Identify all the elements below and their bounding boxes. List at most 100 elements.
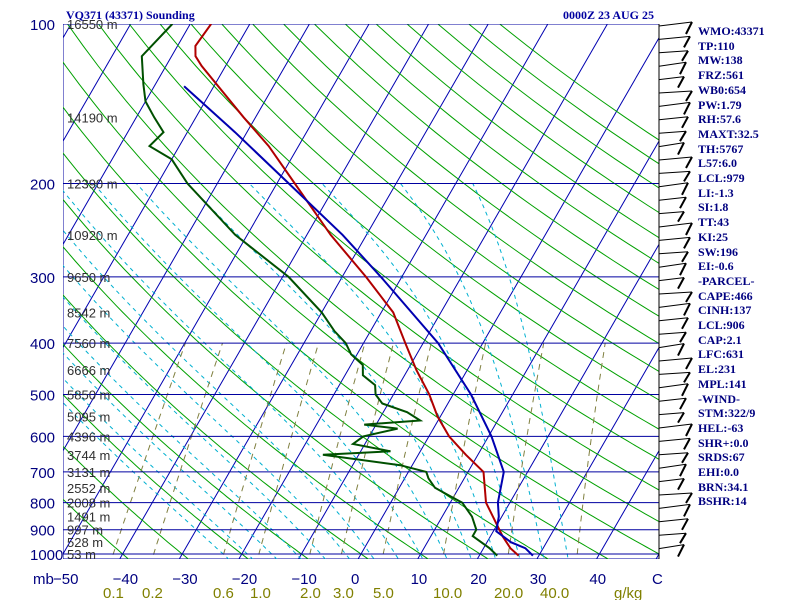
wind-barb (658, 518, 689, 523)
moist-adiabat-line (136, 183, 448, 559)
index-item: CAP:2.1 (698, 332, 742, 347)
wind-barb-flag (683, 437, 691, 450)
wind-barb-flag (681, 251, 689, 263)
wind-barb (658, 142, 685, 148)
mixing-ratio-line (111, 342, 186, 559)
wind-barb (658, 76, 685, 81)
wind-barb (658, 478, 685, 483)
height-label: 8542 m (67, 305, 110, 320)
height-label: 3744 m (67, 448, 110, 463)
temperature-tick-label: 30 (530, 571, 547, 588)
chart-subtitle: 0000Z 23 AUG 25 (563, 8, 655, 22)
wind-barb-flag (679, 61, 687, 75)
wind-barb (658, 357, 693, 362)
dry-adiabat-line (159, 24, 659, 430)
wind-barb (658, 532, 687, 536)
temperature-tick-label: −50 (53, 571, 78, 588)
wind-barb-flag (685, 492, 693, 504)
chart-title: VQ371 (43371) Sounding (66, 8, 195, 22)
dry-adiabat-line (63, 61, 659, 555)
wind-barb (658, 50, 689, 54)
mixing-ratio-label: 5.0 (373, 585, 394, 600)
pressure-tick-label: 400 (30, 336, 55, 353)
index-item: -PARCEL- (698, 273, 755, 288)
dry-adiabat-line (221, 24, 659, 373)
index-item: LFC:631 (698, 347, 744, 362)
index-item: MPL:141 (698, 376, 747, 391)
mixing-ratio-line (308, 342, 366, 559)
wind-barb-flag (677, 343, 685, 357)
wind-barb-flag (683, 101, 691, 115)
temperature-line (194, 24, 520, 557)
mixing-ratio-line (507, 343, 545, 559)
index-item: L57:6.0 (698, 156, 737, 171)
index-item: EL:231 (698, 362, 737, 377)
pressure-tick-label: 200 (30, 177, 55, 194)
wind-barb-flag (683, 503, 691, 517)
isotherm-line (0, 12, 18, 565)
isotherm-line (238, 24, 549, 559)
wind-barb (658, 61, 687, 67)
wind-barb (658, 170, 691, 174)
temperature-tick-label: 20 (470, 571, 487, 588)
dry-adiabat-line (63, 246, 430, 559)
index-item: SW:196 (698, 244, 739, 259)
height-label: 7560 m (67, 336, 110, 351)
wind-barbs (658, 21, 693, 559)
mixing-ratio-line (151, 342, 223, 559)
dry-adiabat-line (283, 24, 659, 317)
isotherm-line (297, 24, 608, 559)
wind-barb (658, 302, 691, 308)
isotherm-line (63, 24, 370, 556)
wind-barb (658, 196, 687, 201)
pressure-tick-label: 700 (30, 465, 55, 482)
height-label: 14190 m (67, 110, 118, 125)
index-item: TP:110 (698, 38, 735, 53)
wind-barb-flag (677, 211, 685, 223)
isotherm-line (63, 24, 132, 143)
isotherm-line (417, 140, 659, 559)
wind-barb-flag (681, 317, 689, 330)
index-item: BSHR:14 (698, 494, 747, 509)
dry-adiabat-line (63, 106, 610, 559)
mixing-ratio-line (221, 342, 287, 559)
pressure-tick-label: 600 (30, 429, 55, 446)
mixing-ratio-label: 3.0 (333, 585, 354, 600)
temperature-tick-label: 10 (411, 571, 428, 588)
index-item: STM:322/9 (698, 406, 756, 421)
index-item: SI:1.8 (698, 200, 729, 215)
wind-barb-flag (681, 383, 689, 397)
wind-barb-flag (679, 463, 687, 477)
pressure-axis-unit: mb (33, 571, 54, 588)
index-item: CINH:137 (698, 303, 752, 318)
height-label: 10920 m (67, 228, 118, 243)
mixing-ratio-label: g/kg (614, 585, 642, 600)
moist-adiabat-line (321, 183, 521, 559)
wind-barb (658, 503, 691, 509)
wind-barb-flag (679, 130, 687, 142)
index-item: KI:25 (698, 229, 728, 244)
height-label: 9650 m (67, 270, 110, 285)
wind-barb (658, 211, 685, 215)
wind-barb (658, 397, 687, 402)
mixing-ratio-line (381, 342, 432, 559)
index-item: WMO:43371 (698, 24, 765, 38)
index-item: HEL:-63 (698, 420, 744, 435)
wind-barb-flag (677, 412, 685, 424)
wind-barb-flag (677, 142, 685, 156)
height-label: 1491 m (67, 510, 110, 525)
index-item: LCL:979 (698, 171, 745, 185)
wind-barb (658, 371, 691, 375)
wind-barb (658, 317, 689, 322)
pressure-tick-label: 500 (30, 387, 55, 404)
wind-barb-flag (685, 423, 693, 437)
wind-barb (658, 463, 687, 469)
parcel-line (183, 85, 534, 557)
isotherm-line (63, 24, 191, 246)
index-item: BRN:34.1 (698, 479, 749, 494)
mixing-ratio-label: 20.0 (494, 585, 523, 600)
wind-barb-flag (683, 35, 691, 48)
index-item: EI:-0.6 (698, 259, 734, 274)
